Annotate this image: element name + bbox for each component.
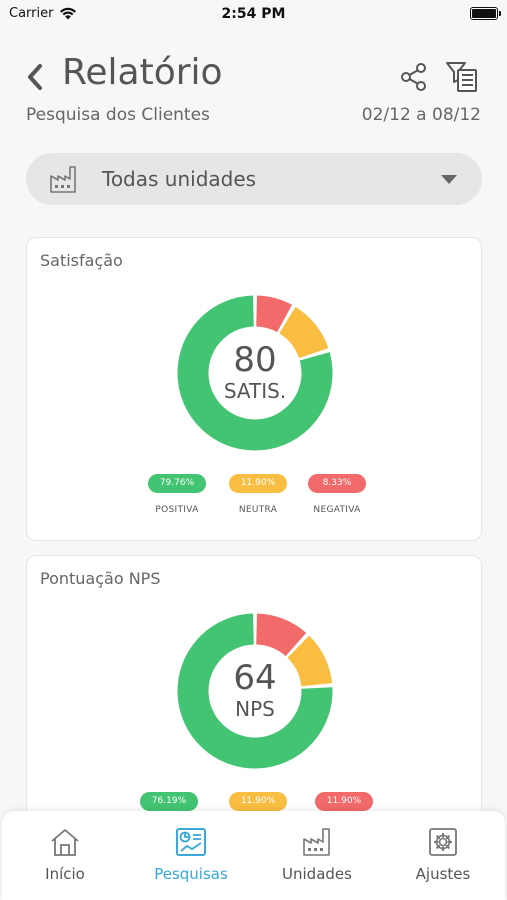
nps-score-label: NPS	[235, 697, 275, 721]
wifi-icon	[60, 7, 77, 20]
neutral-label: NEUTRA	[238, 505, 278, 515]
donut-segment-positive	[177, 613, 333, 769]
share-icon	[401, 63, 426, 91]
tab-ajustes[interactable]: Ajustes	[380, 811, 506, 900]
nps-score: 64	[233, 658, 277, 698]
date-range: 02/12 a 08/12	[361, 105, 481, 125]
card-title: Satisfação	[40, 251, 123, 270]
donut-segment-neutral	[286, 635, 333, 688]
share-button[interactable]	[398, 62, 430, 92]
unit-selector[interactable]: Todas unidades	[26, 153, 482, 205]
tab-label: Unidades	[282, 865, 352, 883]
page-title: Relatório	[62, 52, 223, 93]
bottom-tab-bar: Início Pesquisas Unidades Ajustes	[2, 811, 505, 900]
satisfaction-score: 80	[233, 340, 277, 380]
tab-label: Ajustes	[415, 865, 471, 883]
positive-pill: 79.76%	[148, 474, 206, 493]
detractors-pill: 11.90%	[315, 792, 373, 811]
tab-pesquisas[interactable]: Pesquisas	[128, 811, 254, 900]
satisfaction-score-label: SATIS.	[223, 379, 287, 403]
card-title: Pontuação NPS	[40, 569, 161, 588]
tab-unidades[interactable]: Unidades	[254, 811, 380, 900]
donut-center: 64 NPS	[177, 659, 333, 721]
donut-segment-positiva	[177, 295, 333, 451]
negative-label: NEGATIVA	[313, 505, 361, 515]
nps-donut-chart	[177, 613, 333, 769]
chevron-down-icon	[441, 175, 457, 184]
promoters-pill: 76.19%	[140, 792, 198, 811]
survey-subtitle: Pesquisa dos Clientes	[26, 105, 210, 125]
satisfaction-card: Satisfação 80 SATIS. 79.76% 11.90% 8.33%…	[26, 237, 482, 541]
home-icon	[51, 829, 79, 856]
donut-center: 80 SATIS.	[177, 341, 333, 403]
carrier-label: Carrier	[9, 6, 54, 21]
passives-pill: 11.90%	[229, 792, 287, 811]
status-bar-carrier: Carrier	[9, 6, 77, 21]
back-chevron-icon	[28, 64, 42, 90]
tab-label: Pesquisas	[154, 865, 228, 883]
battery-icon	[470, 7, 501, 20]
donut-segment-negative	[255, 613, 307, 657]
unit-selector-value: Todas unidades	[102, 167, 257, 191]
factory-icon	[50, 166, 76, 193]
satisfaction-donut-chart	[177, 295, 333, 451]
survey-chart-icon	[176, 828, 206, 856]
nps-card: Pontuação NPS 64 NPS 76.19% 11.90% 11.90…	[26, 555, 482, 855]
back-button[interactable]	[22, 60, 48, 94]
tab-label: Início	[45, 865, 85, 883]
gear-icon	[429, 828, 457, 856]
status-bar-time: 2:54 PM	[221, 6, 286, 22]
neutral-pill: 11.90%	[229, 474, 287, 493]
negative-pill: 8.33%	[308, 474, 366, 493]
donut-segment-negativa	[255, 295, 292, 333]
tab-inicio[interactable]: Início	[2, 811, 128, 900]
filter-list-icon	[446, 62, 477, 92]
donut-segment-neutra	[278, 306, 329, 359]
filter-button[interactable]	[444, 60, 480, 94]
positive-label: POSITIVA	[155, 505, 199, 515]
factory-icon	[303, 828, 330, 856]
